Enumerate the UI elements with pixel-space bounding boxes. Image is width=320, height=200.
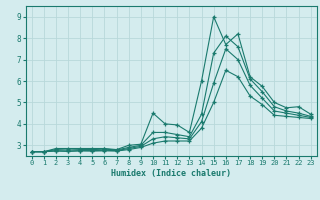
- X-axis label: Humidex (Indice chaleur): Humidex (Indice chaleur): [111, 169, 231, 178]
